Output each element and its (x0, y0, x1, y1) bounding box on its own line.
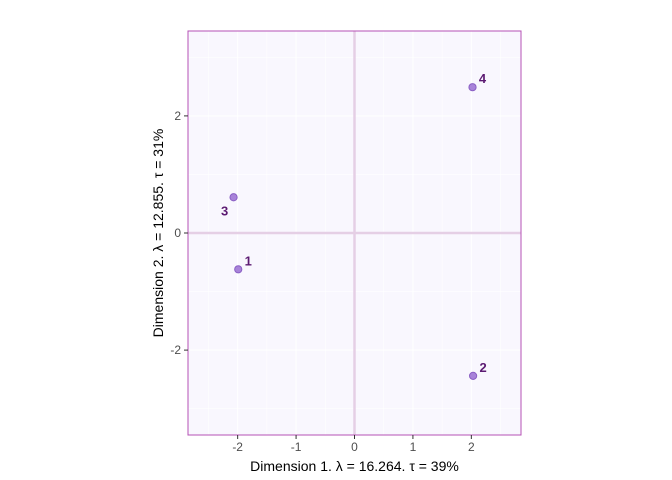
point-4 (468, 83, 477, 92)
x-tick-label: -1 (291, 440, 302, 454)
y-tick-label: 2 (174, 109, 181, 123)
point-label-2: 2 (479, 360, 486, 375)
point-labels: 1 2 3 4 (221, 71, 487, 375)
points (229, 83, 478, 380)
y-axis-ticks: -2 0 2 (170, 109, 188, 357)
x-axis-title: Dimension 1. λ = 16.264. τ = 39% (250, 458, 459, 474)
point-label-1: 1 (245, 253, 252, 268)
point-3 (229, 193, 238, 202)
y-axis-title: Dimension 2. λ = 12.855. τ = 31% (150, 129, 166, 338)
zero-lines (188, 31, 521, 435)
x-tick-label: 2 (468, 440, 475, 454)
point-label-4: 4 (479, 71, 487, 86)
y-tick-label: -2 (170, 343, 181, 357)
x-tick-label: 1 (410, 440, 417, 454)
y-tick-label: 0 (174, 226, 181, 240)
x-axis-ticks: -2 -1 0 1 2 (232, 435, 475, 454)
x-tick-label: -2 (232, 440, 243, 454)
point-label-3: 3 (221, 203, 228, 218)
point-2 (468, 371, 478, 380)
x-tick-label: 0 (351, 440, 358, 454)
point-1 (234, 265, 243, 274)
